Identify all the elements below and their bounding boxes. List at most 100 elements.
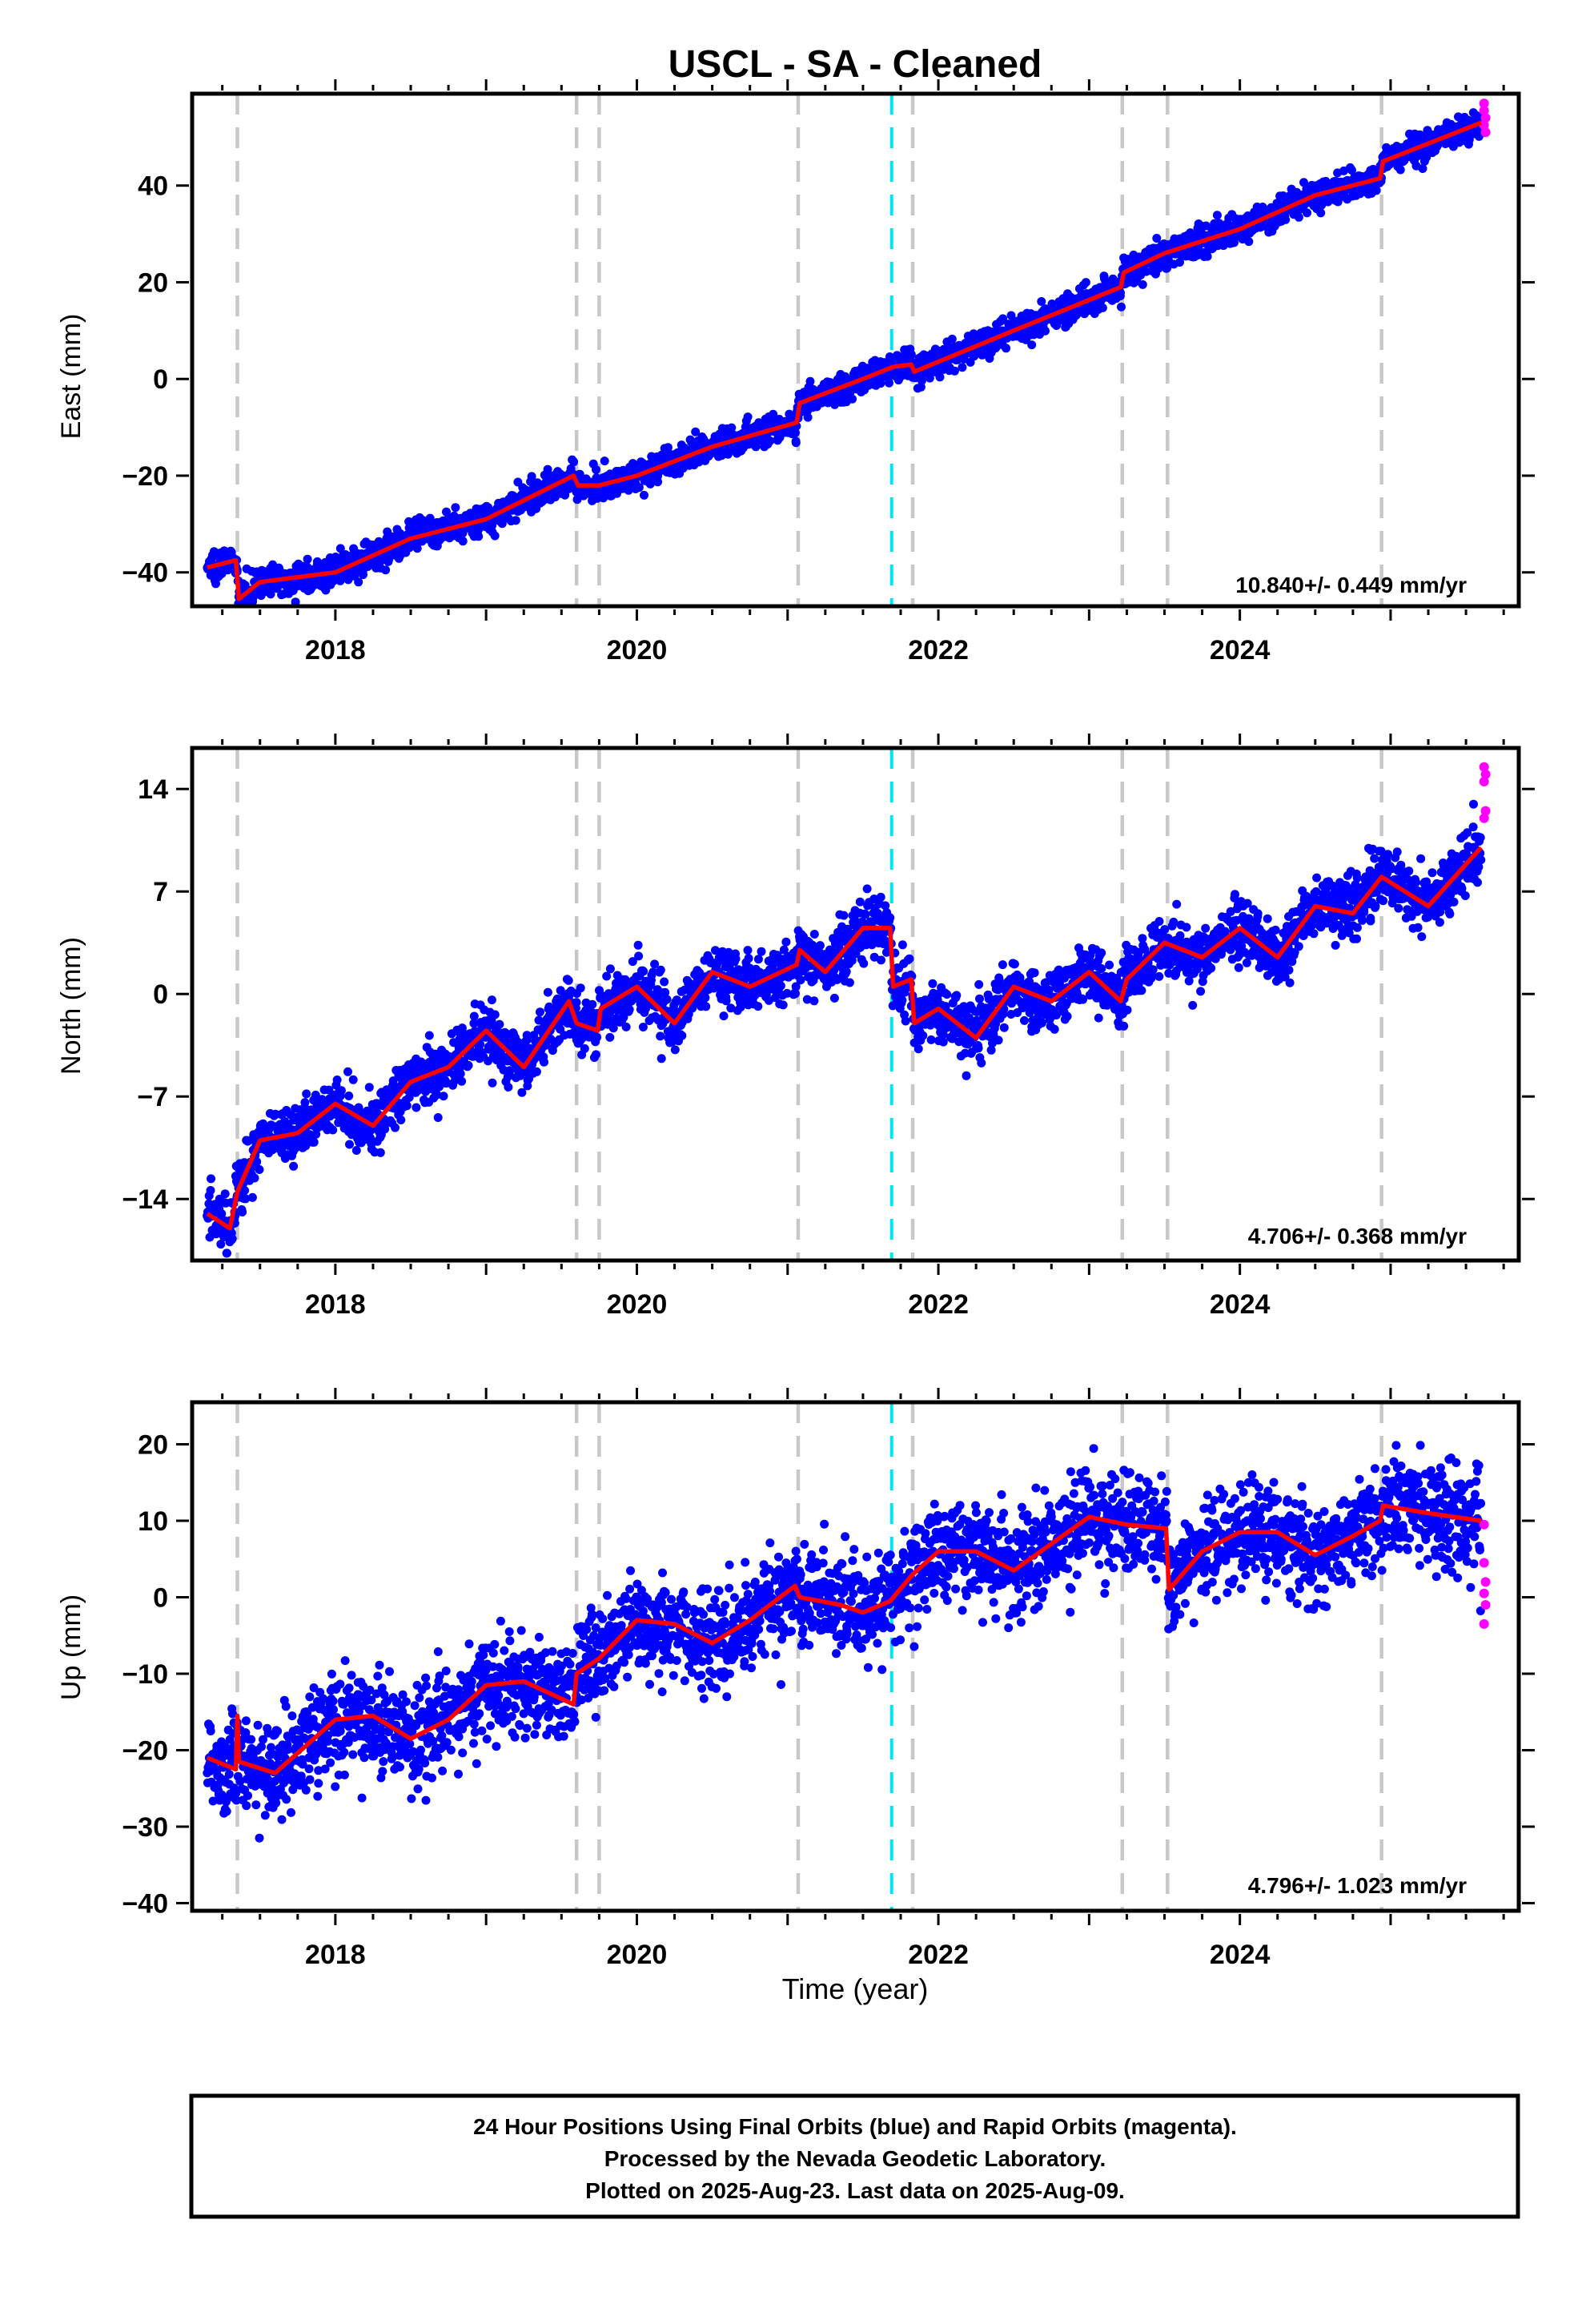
north-final-orbit-point xyxy=(588,999,597,1009)
north-final-orbit-point xyxy=(457,1076,467,1086)
east-final-orbit-point xyxy=(791,438,801,448)
north-final-orbit-point xyxy=(564,975,573,985)
north-final-orbit-point xyxy=(375,1148,385,1157)
east-y-axis-label: East (mm) xyxy=(56,314,86,440)
north-final-orbit-point xyxy=(905,954,914,963)
north-final-orbit-point xyxy=(217,1209,227,1219)
north-final-orbit-point xyxy=(757,947,766,956)
east-final-orbit-point xyxy=(1117,302,1126,312)
north-final-orbit-point xyxy=(456,1069,465,1079)
east-final-orbit-point xyxy=(1138,279,1147,289)
east-final-orbit-point xyxy=(1081,278,1090,287)
east-final-orbit-point xyxy=(1316,208,1326,218)
east-final-orbit-point xyxy=(1395,165,1405,175)
north-final-orbit-point xyxy=(396,1116,406,1124)
north-final-orbit-point xyxy=(719,1011,729,1021)
north-final-orbit-point xyxy=(918,1031,928,1040)
north-final-orbit-point xyxy=(885,913,895,923)
east-final-orbit-point xyxy=(474,532,484,541)
north-final-orbit-point xyxy=(220,1189,230,1199)
east-y-tick-label: 20 xyxy=(138,267,168,298)
east-rate-label: 10.840+/- 0.449 mm/yr xyxy=(1235,573,1467,597)
north-final-orbit-point xyxy=(364,1083,374,1092)
north-final-orbit-point xyxy=(247,1192,257,1202)
north-final-orbit-point xyxy=(913,1044,923,1054)
north-final-orbit-point xyxy=(439,1092,448,1101)
north-final-orbit-point xyxy=(778,1000,788,1010)
east-final-orbit-point xyxy=(1371,186,1381,195)
east-final-orbit-point xyxy=(1027,340,1037,350)
north-final-orbit-point xyxy=(877,955,885,965)
east-final-orbit-point xyxy=(1002,344,1011,353)
north-final-orbit-point xyxy=(348,1075,358,1084)
north-final-orbit-point xyxy=(250,1173,259,1183)
north-final-orbit-point xyxy=(855,897,865,907)
north-final-orbit-point xyxy=(897,995,907,1005)
east-rapid-orbit-point xyxy=(1480,127,1491,138)
east-final-orbit-point xyxy=(640,490,648,500)
north-final-orbit-point xyxy=(839,911,849,920)
north-final-orbit-point xyxy=(309,1137,319,1147)
east-final-orbit-point xyxy=(543,464,552,474)
east-final-orbit-point xyxy=(906,350,916,360)
north-final-orbit-point xyxy=(289,1161,299,1171)
north-final-orbit-point xyxy=(861,910,870,919)
north-final-orbit-point xyxy=(207,1174,215,1184)
north-final-orbit-point xyxy=(344,1092,354,1100)
east-final-orbit-point xyxy=(303,554,312,564)
east-final-orbit-point xyxy=(412,544,422,553)
east-final-orbit-point xyxy=(958,363,967,372)
north-final-orbit-point xyxy=(336,1086,346,1096)
east-x-tick-label: 2022 xyxy=(908,635,969,665)
north-final-orbit-point xyxy=(504,1083,513,1092)
east-final-orbit-point xyxy=(805,376,815,386)
east-x-tick-label: 2018 xyxy=(305,635,366,665)
north-final-orbit-point xyxy=(809,996,819,1006)
east-final-orbit-point xyxy=(458,537,468,546)
north-final-orbit-point xyxy=(391,1123,400,1132)
north-final-orbit-point xyxy=(796,975,805,985)
north-final-orbit-point xyxy=(809,930,819,939)
north-final-orbit-point xyxy=(753,955,763,964)
north-final-orbit-point xyxy=(701,1002,711,1011)
east-final-orbit-point xyxy=(354,577,363,587)
north-final-orbit-point xyxy=(845,978,854,987)
east-final-orbit-point xyxy=(848,394,857,404)
east-y-tick-label: −40 xyxy=(122,558,168,589)
north-final-orbit-point xyxy=(591,1050,600,1059)
east-final-orbit-points xyxy=(203,108,1486,609)
east-final-orbit-point xyxy=(743,412,753,422)
north-final-orbit-point xyxy=(776,981,785,991)
north-final-orbit-point xyxy=(605,964,615,974)
east-final-orbit-point xyxy=(1244,237,1254,247)
north-final-orbit-point xyxy=(302,1089,311,1099)
north-final-orbit-point xyxy=(592,1032,602,1042)
east-final-orbit-point xyxy=(803,412,813,422)
east-final-orbit-point xyxy=(451,503,460,513)
north-final-orbit-point xyxy=(572,998,581,1007)
north-final-orbit-point xyxy=(731,954,741,963)
north-final-orbit-point xyxy=(495,1019,504,1029)
east-final-orbit-point xyxy=(1041,326,1050,336)
north-final-orbit-point xyxy=(938,1037,948,1047)
north-final-orbit-point xyxy=(223,1248,231,1258)
north-final-orbit-points xyxy=(203,799,1486,1258)
north-final-orbit-point xyxy=(876,892,885,902)
north-final-orbit-point xyxy=(255,1165,264,1174)
north-final-orbit-point xyxy=(576,983,585,993)
east-final-orbit-point xyxy=(569,457,579,467)
north-final-orbit-point xyxy=(656,1031,665,1041)
east-y-tick-label: −20 xyxy=(122,461,168,492)
north-final-orbit-point xyxy=(332,1076,342,1084)
north-final-orbit-point xyxy=(487,995,496,1005)
north-final-orbit-point xyxy=(424,1031,434,1040)
north-final-orbit-point xyxy=(638,1023,648,1031)
north-final-orbit-point xyxy=(744,954,753,963)
figure-title: USCL - SA - Cleaned xyxy=(669,43,1042,86)
north-final-orbit-point xyxy=(351,1146,361,1155)
north-final-orbit-point xyxy=(624,1005,634,1015)
east-final-orbit-point xyxy=(425,513,435,523)
east-final-orbit-point xyxy=(209,547,219,557)
